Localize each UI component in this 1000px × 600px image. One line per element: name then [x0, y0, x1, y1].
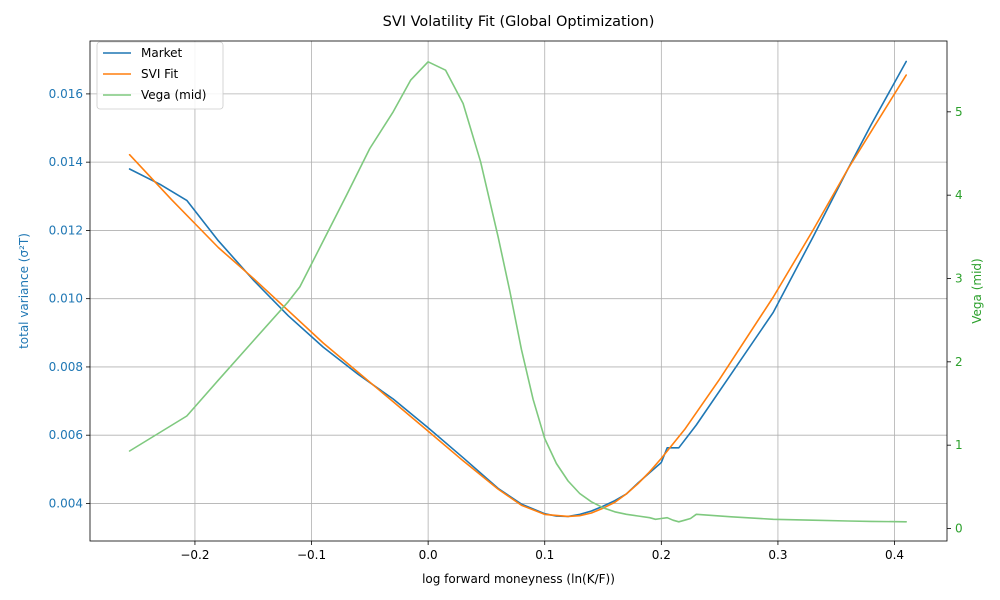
market-line: [128, 60, 908, 518]
x-tick-label: 0.0: [419, 548, 438, 562]
y-left-tick-label: 0.010: [49, 292, 83, 306]
y-left-tick-label: 0.006: [49, 428, 83, 442]
legend-label-market: Market: [141, 46, 183, 60]
y-right-tick-label: 5: [955, 105, 963, 119]
y-axis-left-label: total variance (σ²T): [17, 233, 31, 349]
y-right-tick-label: 3: [955, 272, 963, 286]
y-right-tick-label: 2: [955, 355, 963, 369]
y-left-tick-label: 0.012: [49, 223, 83, 237]
y-right-tick-label: 4: [955, 188, 963, 202]
y-left-tick-label: 0.014: [49, 155, 83, 169]
legend: Market SVI Fit Vega (mid): [96, 41, 224, 110]
x-tick-label: 0.4: [885, 548, 904, 562]
x-tick-label: −0.1: [297, 548, 326, 562]
series-layer: [128, 60, 908, 523]
x-tick-label: 0.1: [535, 548, 554, 562]
vega-line: [128, 60, 908, 523]
x-axis: −0.2 −0.1 0.0 0.1 0.2 0.3 0.4: [180, 541, 904, 562]
grid-lines: [90, 41, 947, 541]
y-right-tick-label: 1: [955, 438, 963, 452]
x-tick-label: −0.2: [180, 548, 209, 562]
y-axis-right: 0 1 2 3 4 5: [947, 105, 963, 536]
legend-label-vega: Vega (mid): [141, 88, 206, 102]
y-right-tick-label: 0: [955, 522, 963, 536]
legend-box: [96, 41, 224, 110]
x-tick-label: 0.3: [768, 548, 787, 562]
y-left-tick-label: 0.016: [49, 87, 83, 101]
plot-frame: [89, 40, 948, 542]
y-axis-right-label: Vega (mid): [970, 258, 984, 323]
x-tick-label: 0.2: [652, 548, 671, 562]
y-left-tick-label: 0.004: [49, 496, 83, 510]
y-axis-left: 0.004 0.006 0.008 0.010 0.012 0.014 0.016: [49, 87, 90, 510]
x-axis-label: log forward moneyness (ln(K/F)): [422, 572, 615, 586]
y-left-tick-label: 0.008: [49, 360, 83, 374]
legend-label-svi-fit: SVI Fit: [141, 67, 179, 81]
chart-title: SVI Volatility Fit (Global Optimization): [383, 14, 655, 30]
svi-fit-line: [128, 74, 908, 518]
